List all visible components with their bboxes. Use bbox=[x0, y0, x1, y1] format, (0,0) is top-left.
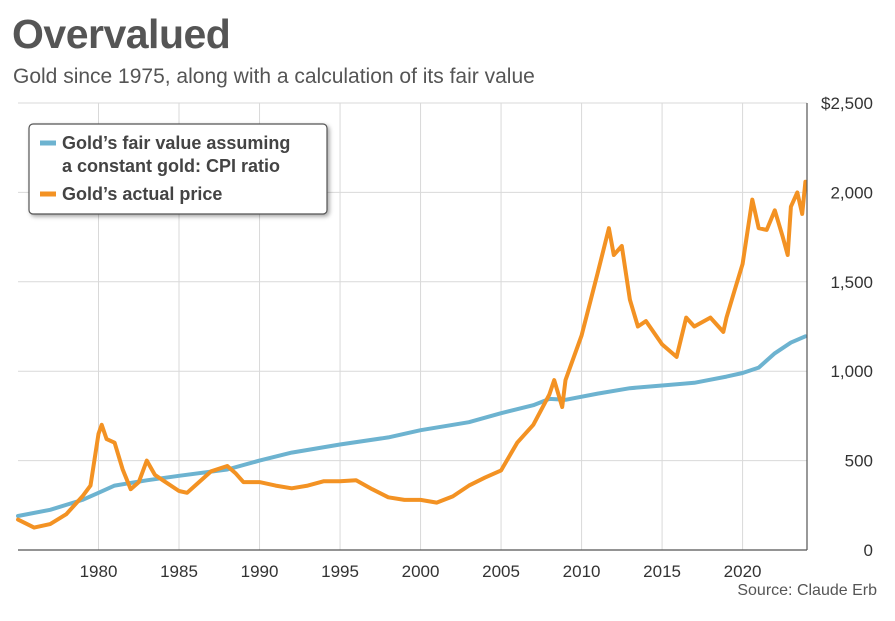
y-tick-label: 2,000 bbox=[830, 183, 873, 202]
x-tick-label: 1995 bbox=[321, 562, 359, 581]
x-tick-label: 2010 bbox=[563, 562, 601, 581]
y-tick-label: $2,500 bbox=[821, 94, 873, 113]
x-tick-label: 1980 bbox=[80, 562, 118, 581]
legend-box bbox=[28, 123, 328, 215]
y-tick-label: 500 bbox=[845, 452, 873, 471]
x-tick-label: 2015 bbox=[643, 562, 681, 581]
series-layer bbox=[16, 179, 808, 530]
x-tick-label: 1985 bbox=[160, 562, 198, 581]
chart-title: Overvalued bbox=[12, 11, 231, 57]
legend: Gold’s fair value assuming a constant go… bbox=[28, 123, 328, 215]
legend-label-fair-value-line2: a constant gold: CPI ratio bbox=[62, 156, 280, 176]
y-tick-label: 1,500 bbox=[830, 273, 873, 292]
legend-label-fair-value-line1: Gold’s fair value assuming bbox=[62, 133, 290, 153]
chart-subtitle: Gold since 1975, along with a calculatio… bbox=[13, 65, 535, 88]
source-note: Source: Claude Erb bbox=[737, 582, 877, 599]
x-tick-label: 1990 bbox=[241, 562, 279, 581]
y-tick-label: 1,000 bbox=[830, 362, 873, 381]
series-line-actual bbox=[16, 179, 808, 530]
axes: 0 500 1,000 1,500 2,000 $2,500 1980 1985 1990 199… bbox=[18, 94, 873, 581]
x-tick-label: 2000 bbox=[402, 562, 440, 581]
y-tick-label: 0 bbox=[864, 541, 873, 560]
x-tick-label: 2005 bbox=[482, 562, 520, 581]
x-tick-label: 2020 bbox=[724, 562, 762, 581]
grid-lines bbox=[18, 102, 807, 550]
legend-label-actual-price: Gold’s actual price bbox=[62, 184, 222, 204]
series-line-fair-value bbox=[16, 334, 808, 518]
